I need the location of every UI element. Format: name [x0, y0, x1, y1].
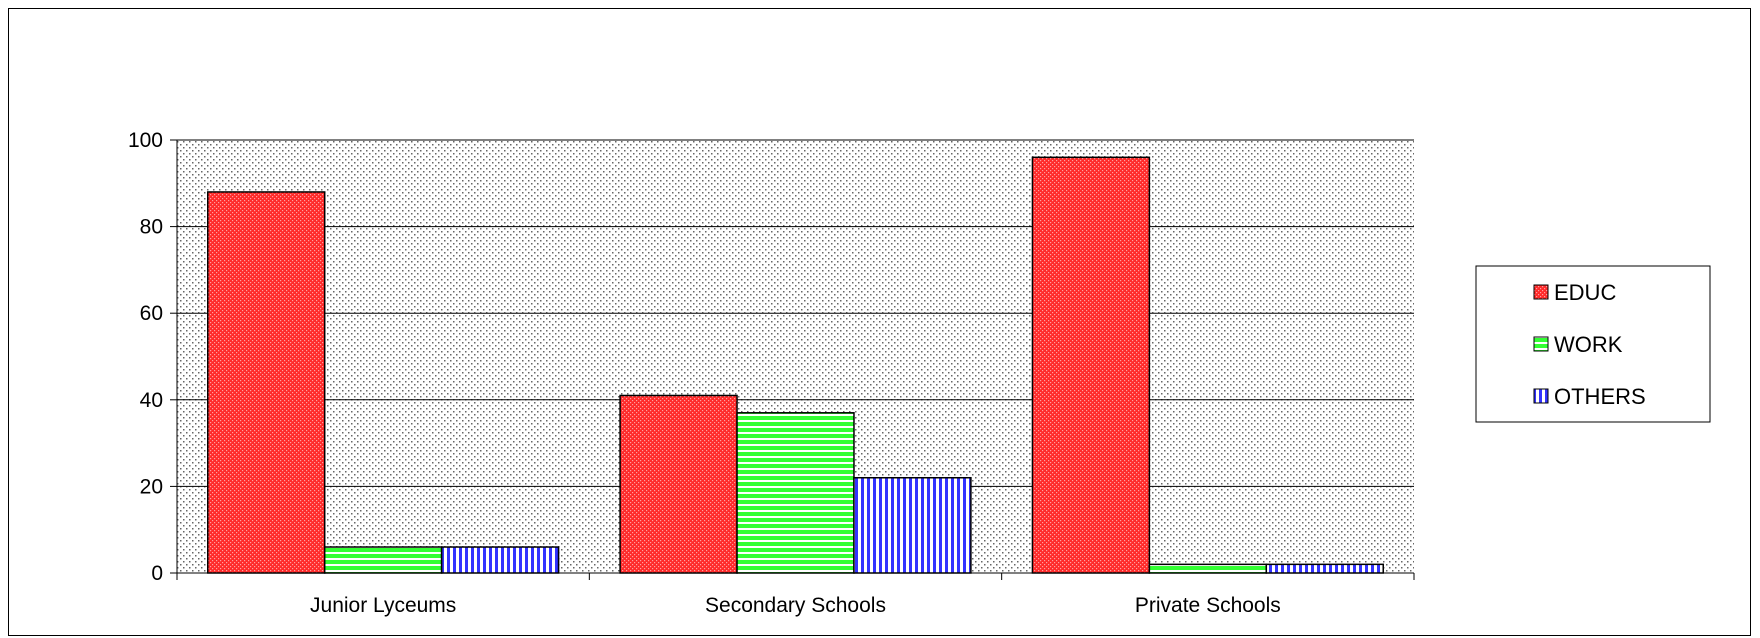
y-tick-label: 80: [140, 216, 163, 239]
x-tick-label: Secondary Schools: [705, 594, 886, 617]
x-tick-label: Private Schools: [1135, 594, 1281, 617]
bar-educ-private-schools: [1031, 156, 1151, 574]
legend-swatch-educ: [1533, 284, 1549, 300]
bar-work-private-schools: [1148, 563, 1268, 574]
bar-educ-secondary-schools: [619, 394, 738, 574]
bar-work-junior-lyceums: [323, 546, 443, 574]
y-tick-label: 40: [140, 389, 163, 412]
bar-others-junior-lyceums: [440, 546, 560, 574]
bars: [207, 156, 1384, 574]
y-tick-label: 100: [128, 129, 163, 152]
y-tick-label: 0: [151, 562, 163, 585]
y-tick-label: 60: [140, 302, 163, 325]
bar-others-secondary-schools: [853, 476, 972, 574]
bar-work-secondary-schools: [736, 412, 855, 574]
legend-label-work: WORK: [1554, 332, 1623, 357]
x-tick-label: Junior Lyceums: [310, 594, 456, 617]
legend-label-others: OTHERS: [1554, 384, 1646, 409]
gridlines: [177, 139, 1414, 487]
legend-box: [1475, 265, 1711, 423]
y-axis: 0 20 40 60 80 100: [128, 129, 178, 585]
bar-others-private-schools: [1265, 563, 1384, 574]
legend-swatch-work: [1533, 336, 1549, 352]
legend-swatch-others: [1533, 388, 1549, 404]
x-axis: Junior Lyceums Secondary Schools Private S…: [176, 572, 1415, 617]
y-tick-label: 20: [140, 475, 163, 498]
legend: EDUC WORK OTHERS: [1475, 265, 1711, 423]
bar-educ-junior-lyceums: [207, 191, 326, 574]
legend-label-educ: EDUC: [1554, 280, 1616, 305]
